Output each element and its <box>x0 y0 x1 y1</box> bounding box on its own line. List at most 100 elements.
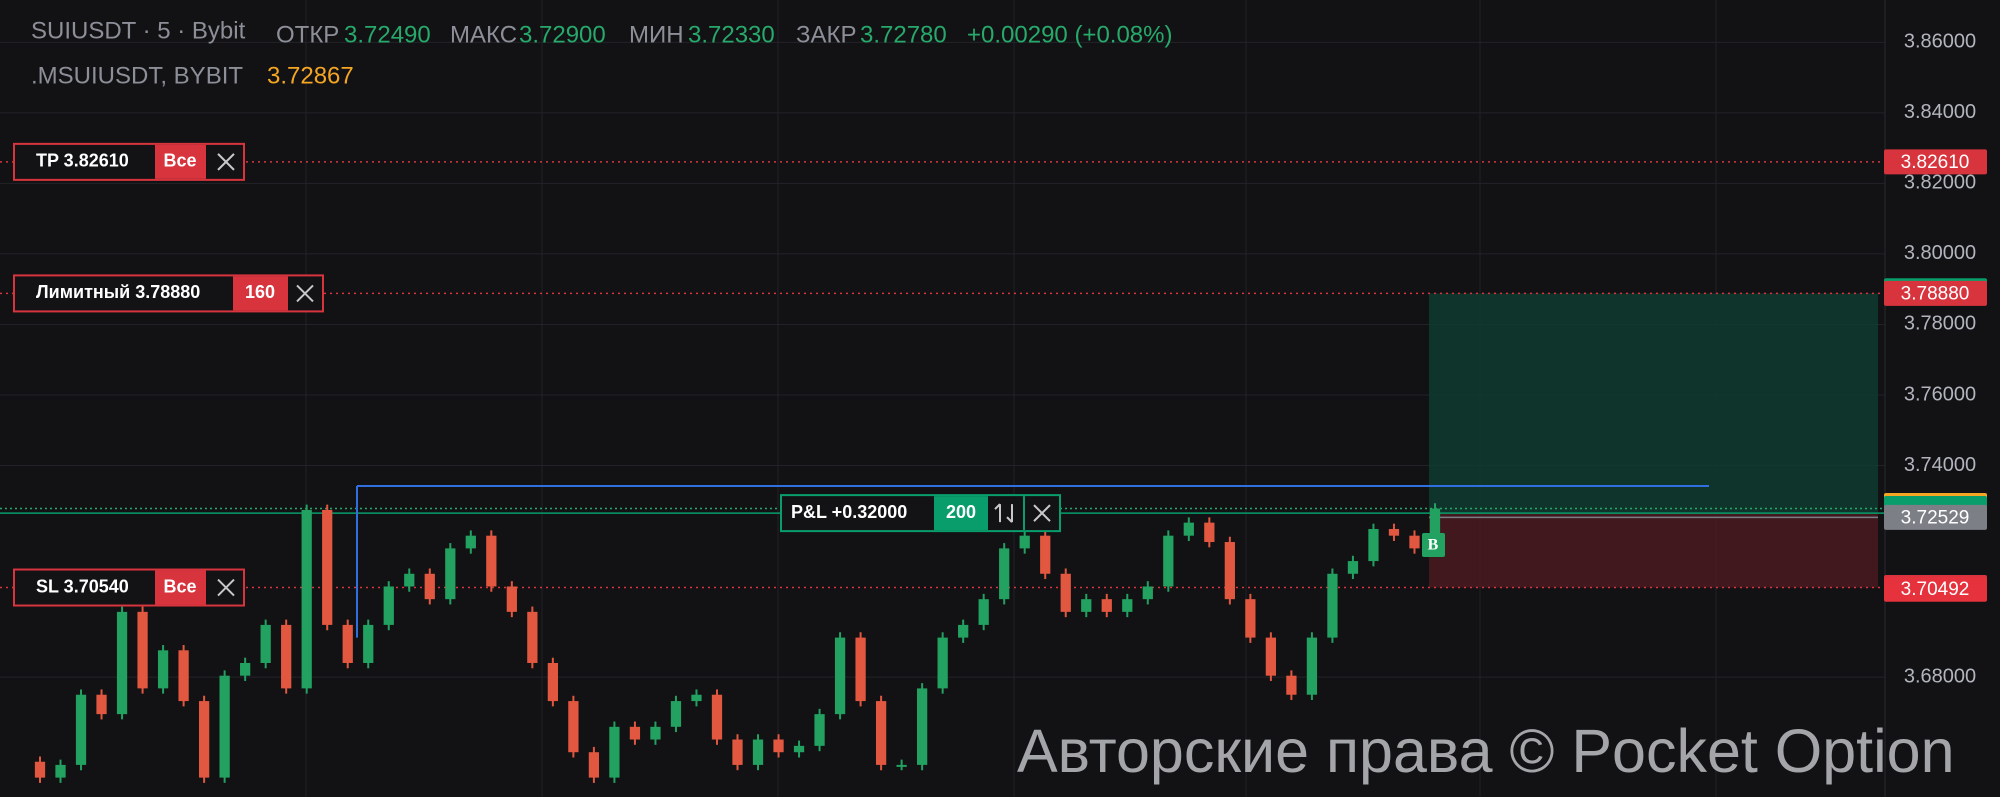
tp-close[interactable] <box>217 153 235 171</box>
candle-body <box>260 624 271 663</box>
candle-body <box>1101 599 1112 612</box>
candle-body <box>281 624 292 689</box>
tp-label: TP 3.82610 <box>36 151 129 171</box>
position-qty: 200 <box>946 502 976 522</box>
mark-price: 3.72867 <box>267 62 354 89</box>
candle-body <box>506 586 517 612</box>
price-badge <box>1884 504 1987 530</box>
candle-body <box>75 694 87 765</box>
sl-all[interactable]: Все <box>163 576 196 596</box>
candle-body <box>1142 586 1153 600</box>
candle-body <box>875 701 887 765</box>
candle-body <box>404 573 415 587</box>
candle-body <box>1306 637 1318 695</box>
high-value: 3.72900 <box>519 21 606 48</box>
candle-body <box>1060 573 1071 612</box>
high-label: МАКС <box>450 21 517 48</box>
candle-body <box>711 694 723 740</box>
price-badge-label: 3.82610 <box>1901 152 1970 173</box>
candle-body <box>793 745 805 753</box>
candle-body <box>96 694 107 715</box>
candle-body <box>834 637 846 715</box>
candle-body <box>1183 522 1194 536</box>
position-close[interactable] <box>1033 504 1051 522</box>
candle-body <box>1163 535 1174 587</box>
drawn-line <box>356 484 1709 638</box>
symbol: SUIUSDT · 5 · Bybit <box>31 17 246 44</box>
candle-body <box>34 761 46 778</box>
candle-body <box>1286 675 1297 695</box>
candle-body <box>1040 535 1051 574</box>
sl-label: SL 3.70540 <box>36 576 129 596</box>
candle-body <box>342 624 353 663</box>
candle-body <box>322 509 333 625</box>
candle-body <box>1327 573 1338 638</box>
y-tick-label: 3.86000 <box>1904 31 1976 53</box>
tp-order[interactable]: TP 3.82610 Все <box>13 142 245 181</box>
zones <box>1429 293 1878 588</box>
y-tick-label: 3.76000 <box>1904 383 1976 405</box>
candle-body <box>999 548 1010 600</box>
position[interactable]: P&L +0.32000 200 <box>780 494 1061 533</box>
candle-body <box>588 752 600 778</box>
sl-close[interactable] <box>217 578 235 597</box>
buy-marker-label: B <box>1428 537 1439 554</box>
reverse-icon[interactable] <box>994 503 1013 523</box>
candle-body <box>1409 535 1420 549</box>
y-tick-label: 3.82000 <box>1904 172 1976 194</box>
candle-body <box>629 726 641 740</box>
candle-body <box>1122 599 1133 612</box>
candle-body <box>1224 542 1235 600</box>
sl-order[interactable]: SL 3.70540 Все <box>13 568 245 607</box>
candle-body <box>383 586 394 625</box>
candle-body <box>732 739 743 765</box>
y-tick-label: 3.78000 <box>1904 313 1976 335</box>
limit-close[interactable] <box>296 284 314 303</box>
candle-body <box>896 764 907 767</box>
candle-body <box>547 662 558 702</box>
candle-body <box>609 726 620 778</box>
candle-body <box>486 535 497 587</box>
candle-body <box>198 701 210 778</box>
watermark: Авторские права © Pocket Option <box>1017 717 1955 785</box>
candle-body <box>1204 522 1215 543</box>
candle-body <box>855 637 866 702</box>
loss-zone <box>1429 513 1878 588</box>
candle-body <box>240 662 251 676</box>
price-badge <box>1884 149 1987 175</box>
candles <box>34 503 1441 783</box>
mark-symbol: .MSUIUSDT, BYBIT <box>31 62 243 89</box>
low-value: 3.72330 <box>688 21 775 48</box>
candle-body <box>814 714 825 746</box>
candle-body <box>178 650 189 702</box>
candle-body <box>670 701 682 727</box>
position-qty-bg <box>934 496 988 531</box>
y-tick-label: 3.68000 <box>1904 665 1976 687</box>
candle-body <box>1429 508 1441 549</box>
limit-order[interactable]: Лимитный 3.78880 160 <box>13 274 324 313</box>
price-badge-label: 3.72529 <box>1901 507 1970 528</box>
open-label: ОТКР <box>276 21 339 48</box>
tp-all[interactable]: Все <box>163 151 196 171</box>
price-axis: 3.86000 3.84000 3.82000 3.80000 3.78000 3.760… <box>1884 31 1987 687</box>
candle-body <box>917 688 928 765</box>
candle-body <box>301 509 312 689</box>
candle-body <box>424 573 435 600</box>
sl-all-bg <box>155 570 206 605</box>
limit-qty-bg <box>233 276 288 311</box>
candle-body <box>1368 528 1379 562</box>
candle-body <box>465 535 476 549</box>
price-badge-label: 3.70492 <box>1901 579 1970 600</box>
candle-body <box>937 637 948 689</box>
candle-body <box>978 599 989 625</box>
price-badge-label: 3.78880 <box>1901 283 1970 304</box>
candle-body <box>752 739 764 765</box>
candle-body <box>568 701 579 753</box>
buy-marker-bg <box>1422 533 1445 557</box>
candle-body <box>1019 535 1030 549</box>
pnl-label: P&L +0.32000 <box>791 502 907 522</box>
candle-body <box>1347 561 1359 574</box>
candle-body <box>1265 637 1277 676</box>
candle-body <box>650 726 661 740</box>
